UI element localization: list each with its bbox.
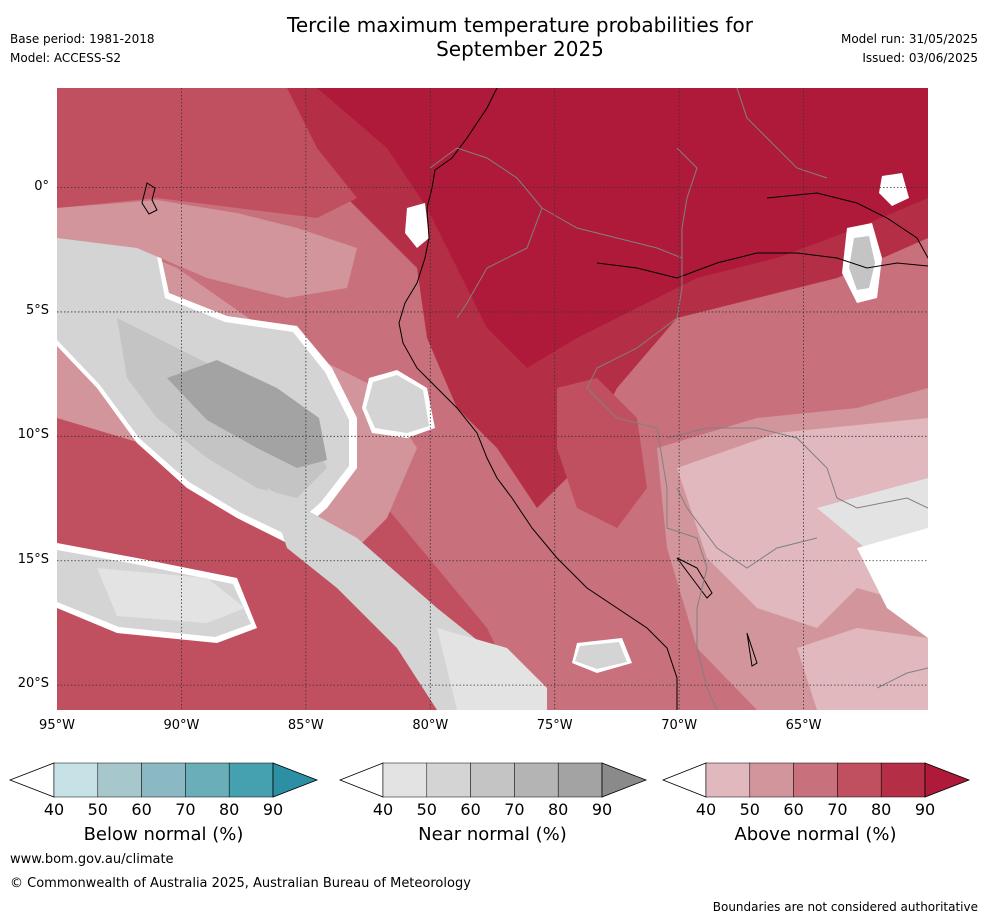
model-label: Model: ACCESS-S2 bbox=[10, 51, 122, 65]
issued-label: Issued: 03/06/2025 bbox=[862, 51, 978, 65]
colorbar-segment bbox=[557, 762, 603, 798]
copyright-text: © Commonwealth of Australia 2025, Austra… bbox=[10, 876, 471, 891]
colorbar-low-arrow bbox=[8, 762, 55, 798]
colorbar bbox=[661, 762, 971, 798]
colorbar-segment bbox=[185, 762, 230, 798]
map-title-line1: Tercile maximum temperature probabilitie… bbox=[287, 13, 753, 37]
colorbar-segment bbox=[426, 762, 471, 798]
longitude-tick-label: 65°W bbox=[785, 718, 822, 733]
longitude-tick-label: 85°W bbox=[287, 718, 324, 733]
base-period-label: Base period: 1981-2018 bbox=[10, 32, 155, 46]
colorbar-segment bbox=[837, 762, 882, 798]
gridlines bbox=[57, 88, 928, 710]
colorbar-segment bbox=[470, 762, 515, 798]
colorbar-low-arrow bbox=[661, 762, 707, 798]
colorbar-tick-label: 80 bbox=[871, 800, 892, 819]
colorbar-segment bbox=[53, 762, 99, 798]
colorbar-tick-label: 60 bbox=[460, 800, 481, 819]
colorbar-title: Below normal (%) bbox=[83, 824, 244, 845]
colorbar bbox=[8, 762, 319, 798]
colorbar-segment bbox=[705, 762, 751, 798]
longitude-tick-label: 70°W bbox=[661, 718, 698, 733]
latitude-tick-label: 5°S bbox=[25, 302, 49, 318]
colorbar-segment bbox=[793, 762, 838, 798]
colorbar-tick-label: 50 bbox=[739, 800, 760, 819]
probability-map bbox=[57, 88, 928, 710]
colorbar-tick-label: 90 bbox=[262, 800, 284, 819]
latitude-tick-label: 20°S bbox=[17, 676, 49, 692]
colorbar-title: Near normal (%) bbox=[418, 824, 567, 845]
colorbar-tick-label: 90 bbox=[591, 800, 613, 819]
model-run-label: Model run: 31/05/2025 bbox=[840, 32, 978, 46]
colorbar-title: Above normal (%) bbox=[734, 824, 897, 845]
colorbar bbox=[338, 762, 648, 798]
website-text: www.bom.gov.au/climate bbox=[10, 852, 174, 867]
longitude-tick-label: 75°W bbox=[536, 718, 573, 733]
colorbar-segment bbox=[749, 762, 794, 798]
colorbar-segment bbox=[880, 762, 926, 798]
latitude-tick-label: 10°S bbox=[17, 427, 49, 443]
colorbars bbox=[8, 762, 971, 798]
colorbar-tick-label: 40 bbox=[372, 800, 394, 819]
disclaimer-text: Boundaries are not considered authoritat… bbox=[712, 900, 978, 914]
colorbar-tick-label: 40 bbox=[43, 800, 65, 819]
colorbar-segment bbox=[141, 762, 186, 798]
colorbar-tick-label: 70 bbox=[175, 800, 196, 819]
colorbar-tick-label: 60 bbox=[783, 800, 804, 819]
colorbar-tick-label: 60 bbox=[131, 800, 152, 819]
longitude-tick-label: 90°W bbox=[163, 718, 200, 733]
colorbar-low-arrow bbox=[338, 762, 384, 798]
latitude-tick-label: 15°S bbox=[17, 551, 49, 567]
colorbar-tick-label: 70 bbox=[827, 800, 848, 819]
longitude-tick-label: 95°W bbox=[39, 718, 75, 733]
colorbar-tick-label: 80 bbox=[219, 800, 240, 819]
colorbar-segment bbox=[514, 762, 559, 798]
colorbar-tick-label: 50 bbox=[416, 800, 437, 819]
colorbar-segment bbox=[382, 762, 428, 798]
country-boundaries bbox=[429, 88, 928, 710]
longitude-tick-label: 80°W bbox=[412, 718, 449, 733]
colorbar-segment bbox=[97, 762, 142, 798]
colorbar-high-arrow bbox=[601, 762, 648, 798]
colorbar-tick-label: 50 bbox=[87, 800, 108, 819]
colorbar-segment bbox=[228, 762, 274, 798]
colorbar-tick-label: 40 bbox=[695, 800, 717, 819]
colorbar-high-arrow bbox=[272, 762, 319, 798]
colorbar-tick-label: 90 bbox=[914, 800, 936, 819]
colorbar-tick-label: 80 bbox=[548, 800, 569, 819]
colorbar-tick-label: 70 bbox=[504, 800, 525, 819]
map-title-line2: September 2025 bbox=[436, 37, 604, 61]
map-title: Tercile maximum temperature probabilitie… bbox=[220, 13, 820, 61]
coastlines bbox=[141, 88, 928, 710]
colorbar-high-arrow bbox=[924, 762, 971, 798]
latitude-tick-label: 0° bbox=[34, 178, 49, 194]
probability-shading bbox=[57, 88, 928, 710]
